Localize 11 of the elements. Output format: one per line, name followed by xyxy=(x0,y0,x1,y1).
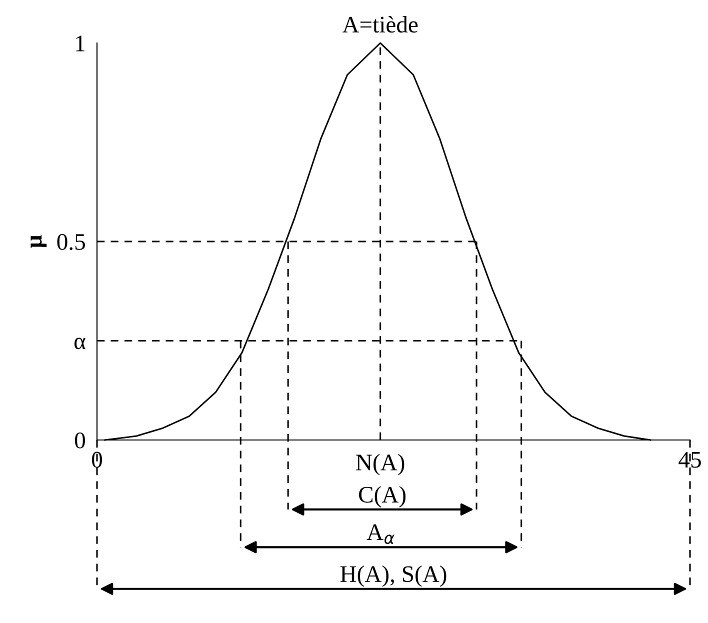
y-tick-label: 0.5 xyxy=(57,234,85,250)
y-tick-label: α xyxy=(74,338,86,350)
text: H(A), S(A) xyxy=(340,565,446,587)
text: A$_{α}$ xyxy=(366,524,394,544)
x-tick-label: 45 xyxy=(678,452,701,468)
y-tick-label: 0 xyxy=(74,432,85,448)
text: C(A) xyxy=(359,486,406,508)
y-axis-title: μ xyxy=(30,235,47,248)
annotation: A=tiède xyxy=(342,16,418,33)
y-tick-label: 1 xyxy=(76,36,84,52)
annotation: N(A) xyxy=(356,454,404,476)
